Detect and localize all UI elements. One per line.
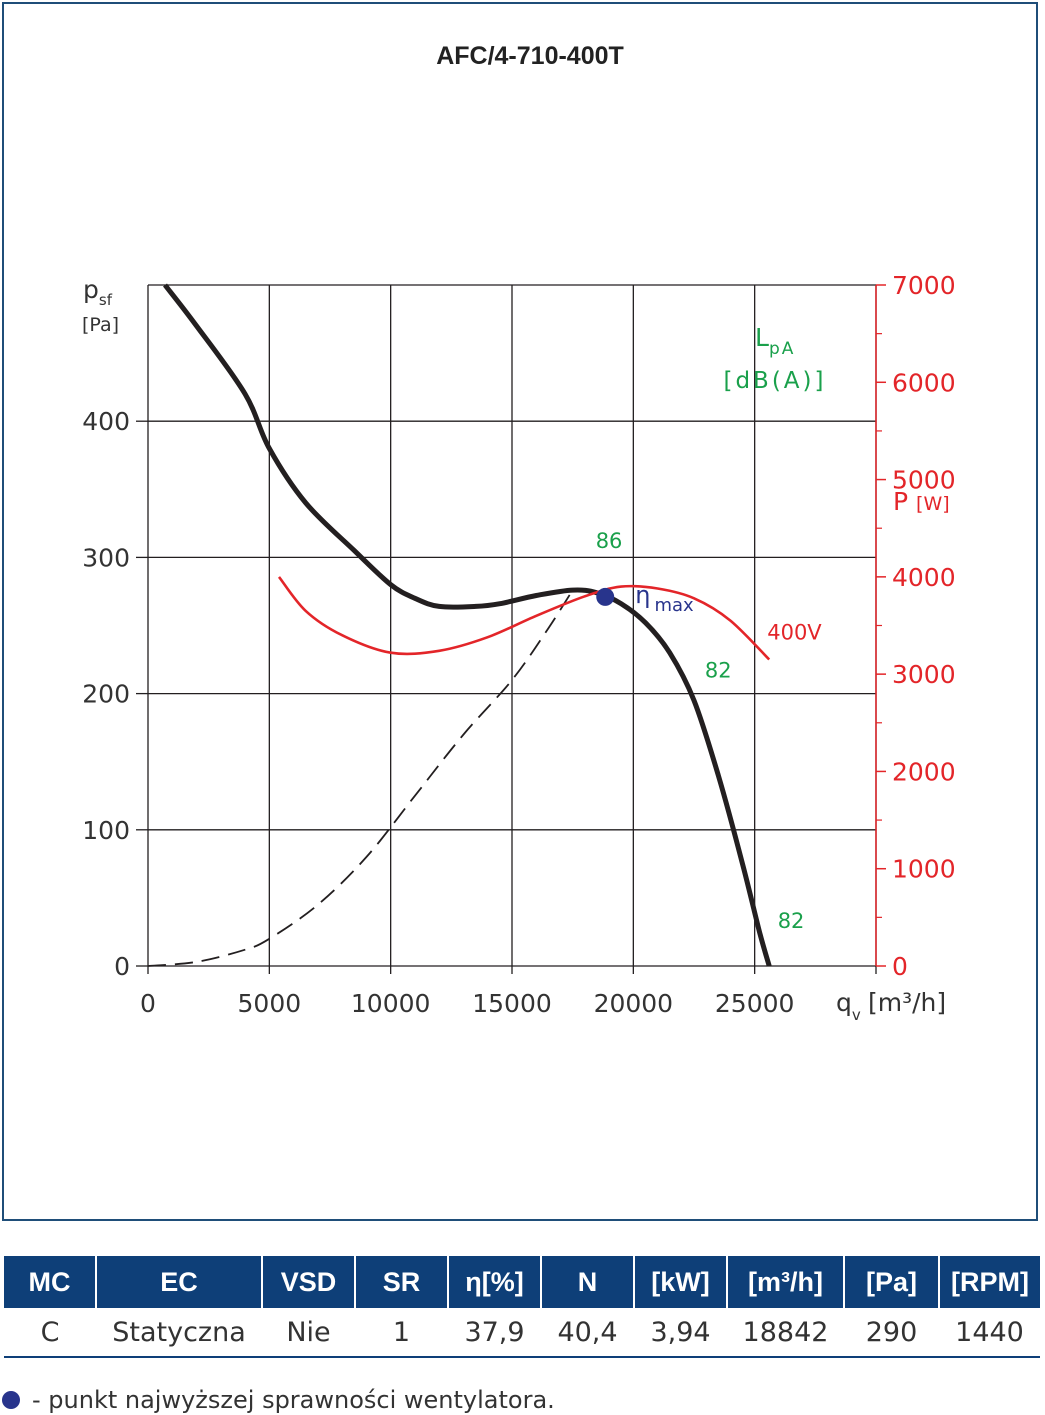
efficiency-max-label: η max (635, 581, 694, 616)
header-flow: [m³/h] (727, 1256, 845, 1308)
system-curve (147, 589, 574, 967)
y2-axis-label: P [W] (893, 487, 950, 516)
pressure-curve (163, 283, 772, 967)
lpa-unit: [dB(A)] (723, 368, 826, 394)
sound-level-label: 86 (596, 529, 623, 553)
table-row: C Statyczna Nie 1 37,9 40,4 3,94 18842 2… (4, 1308, 1040, 1358)
header-mc: MC (4, 1256, 97, 1308)
chart-svg: AFC/4-710-400T 0 5000 10000 15000 20000 25000… (82, 42, 956, 1024)
power-series-label: 400V (767, 621, 822, 645)
axes: 0 5000 10000 15000 20000 25000010020030040001… (82, 271, 956, 1024)
chart-frame (2, 2, 1038, 1221)
header-vsd: VSD (262, 1256, 356, 1308)
y2-tick-label: 6000 (892, 368, 956, 397)
x-axis-label: qv (836, 988, 861, 1024)
efficiency-point-legend-icon (2, 1391, 20, 1409)
cell-rpm: 1440 (939, 1308, 1040, 1358)
lpa-label: LpA (755, 323, 795, 359)
y2-tick-label: 4000 (892, 563, 956, 592)
header-ec: EC (96, 1256, 263, 1308)
cell-pa: 290 (844, 1308, 939, 1358)
y-axis-label: psf (83, 275, 113, 309)
x-tick-label: 25000 (715, 989, 795, 1018)
y-tick-label: 400 (82, 407, 130, 436)
cell-n: 40,4 (541, 1308, 634, 1358)
x-tick-label: 5000 (238, 989, 302, 1018)
y2-tick-label: 3000 (892, 660, 956, 689)
x-tick-label: 0 (140, 989, 156, 1018)
y-tick-label: 100 (82, 816, 130, 845)
label-layer: 400V 86 82 82 η max (596, 529, 823, 933)
table-header-row: MC EC VSD SR η[%] N [kW] [m³/h] [Pa] [RP… (4, 1256, 1040, 1308)
x-tick-label: 20000 (594, 989, 674, 1018)
y-tick-label: 300 (82, 543, 130, 572)
header-rpm: [RPM] (939, 1256, 1040, 1308)
cell-mc: C (4, 1308, 96, 1358)
header-n: N (541, 1256, 635, 1308)
x-tick-label: 15000 (472, 989, 552, 1018)
cell-kw: 3,94 (634, 1308, 727, 1358)
header-eta: η[%] (448, 1256, 542, 1308)
x-tick-label: 10000 (351, 989, 431, 1018)
y2-tick-label: 1000 (892, 855, 956, 884)
y-axis-unit: [Pa] (82, 314, 119, 336)
efficiency-max-point (596, 587, 615, 606)
y2-tick-label: 7000 (892, 271, 956, 300)
cell-ec: Statyczna (96, 1308, 262, 1358)
cell-flow: 18842 (727, 1308, 844, 1358)
header-kw: [kW] (634, 1256, 728, 1308)
sound-level-label: 82 (705, 658, 732, 682)
y2-tick-label: 5000 (892, 466, 956, 495)
x-axis-unit: [m³/h] (868, 988, 946, 1017)
y-tick-label: 0 (114, 952, 130, 981)
sound-level-label: 82 (778, 909, 805, 933)
footnote: - punkt najwyższej sprawności wentylator… (2, 1386, 555, 1414)
spec-table: MC EC VSD SR η[%] N [kW] [m³/h] [Pa] [RP… (4, 1256, 1040, 1358)
cell-vsd: Nie (262, 1308, 355, 1358)
header-sr: SR (355, 1256, 449, 1308)
chart-title: AFC/4-710-400T (436, 42, 624, 70)
y2-tick-label: 2000 (892, 757, 956, 786)
footnote-text: - punkt najwyższej sprawności wentylator… (32, 1386, 555, 1414)
cell-eta: 37,9 (448, 1308, 541, 1358)
y-tick-label: 200 (82, 680, 130, 709)
series-layer (147, 283, 772, 967)
grid (147, 284, 877, 967)
y2-tick-label: 0 (892, 952, 908, 981)
header-pa: [Pa] (844, 1256, 940, 1308)
power-curve (277, 576, 771, 661)
cell-sr: 1 (355, 1308, 448, 1358)
